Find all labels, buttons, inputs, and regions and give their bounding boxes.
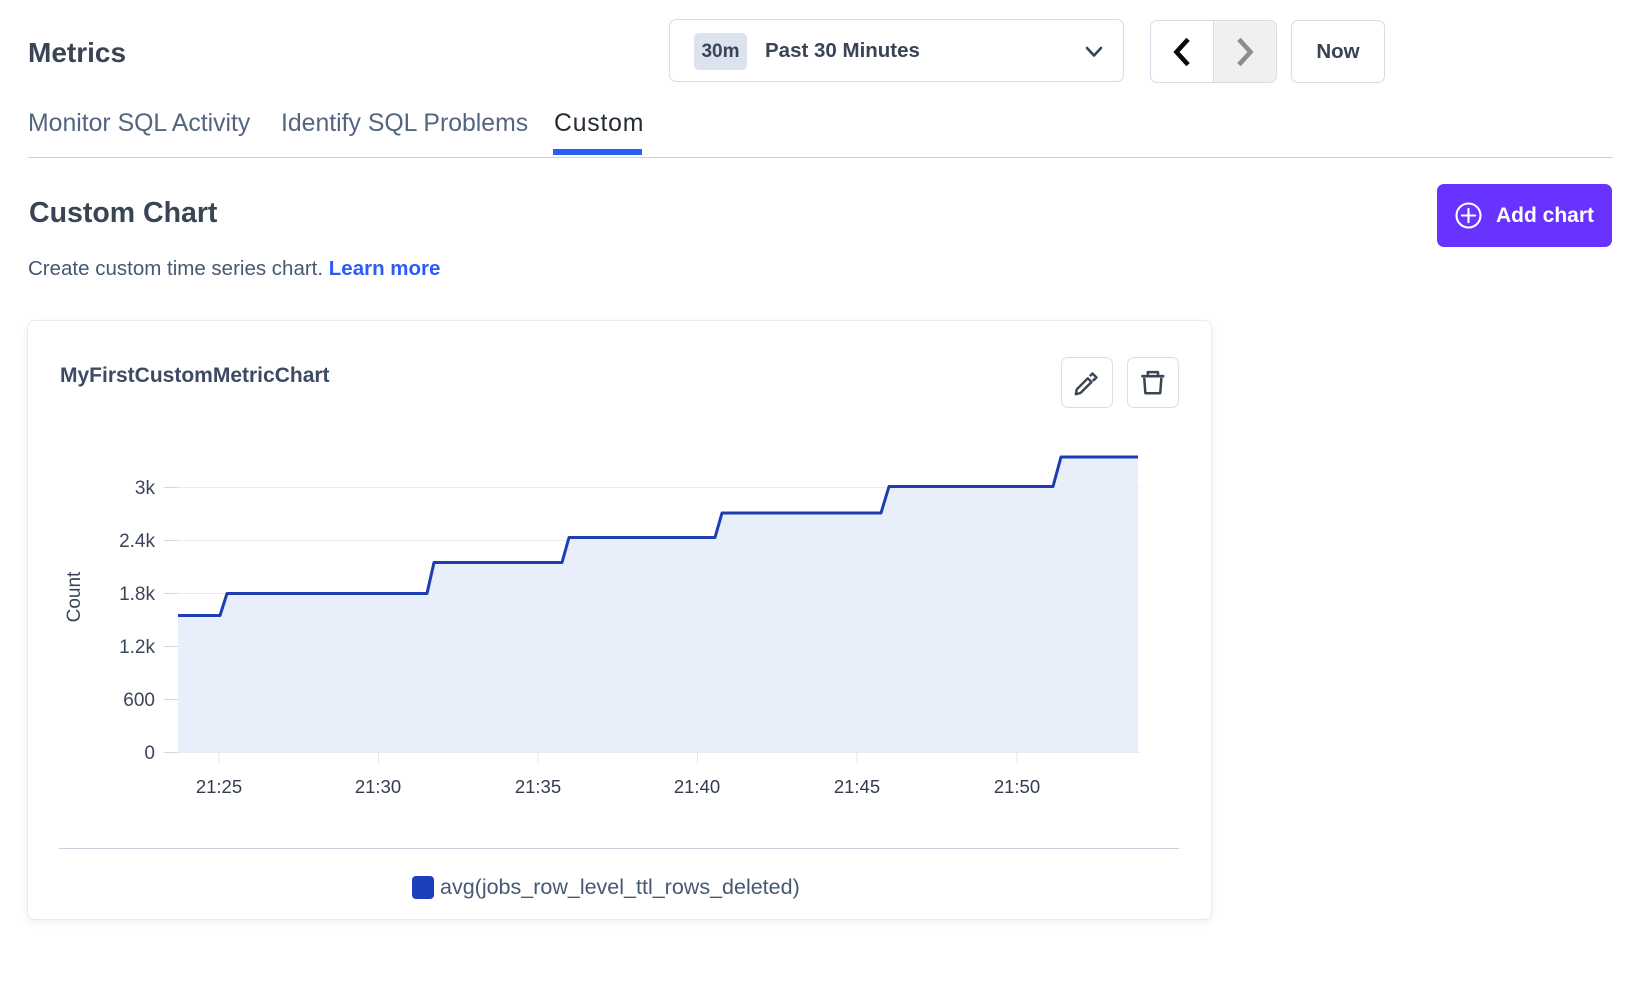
svg-text:21:35: 21:35 — [515, 776, 561, 797]
svg-text:21:30: 21:30 — [355, 776, 401, 797]
svg-text:21:45: 21:45 — [834, 776, 880, 797]
svg-text:Count: Count — [64, 571, 85, 622]
svg-text:600: 600 — [123, 690, 155, 711]
svg-text:0: 0 — [144, 743, 155, 764]
svg-text:2.4k: 2.4k — [119, 531, 155, 552]
svg-text:1.8k: 1.8k — [119, 584, 155, 605]
svg-text:1.2k: 1.2k — [119, 637, 155, 658]
svg-text:21:50: 21:50 — [994, 776, 1040, 797]
svg-text:21:25: 21:25 — [196, 776, 242, 797]
svg-text:21:40: 21:40 — [674, 776, 720, 797]
svg-text:3k: 3k — [135, 478, 156, 499]
